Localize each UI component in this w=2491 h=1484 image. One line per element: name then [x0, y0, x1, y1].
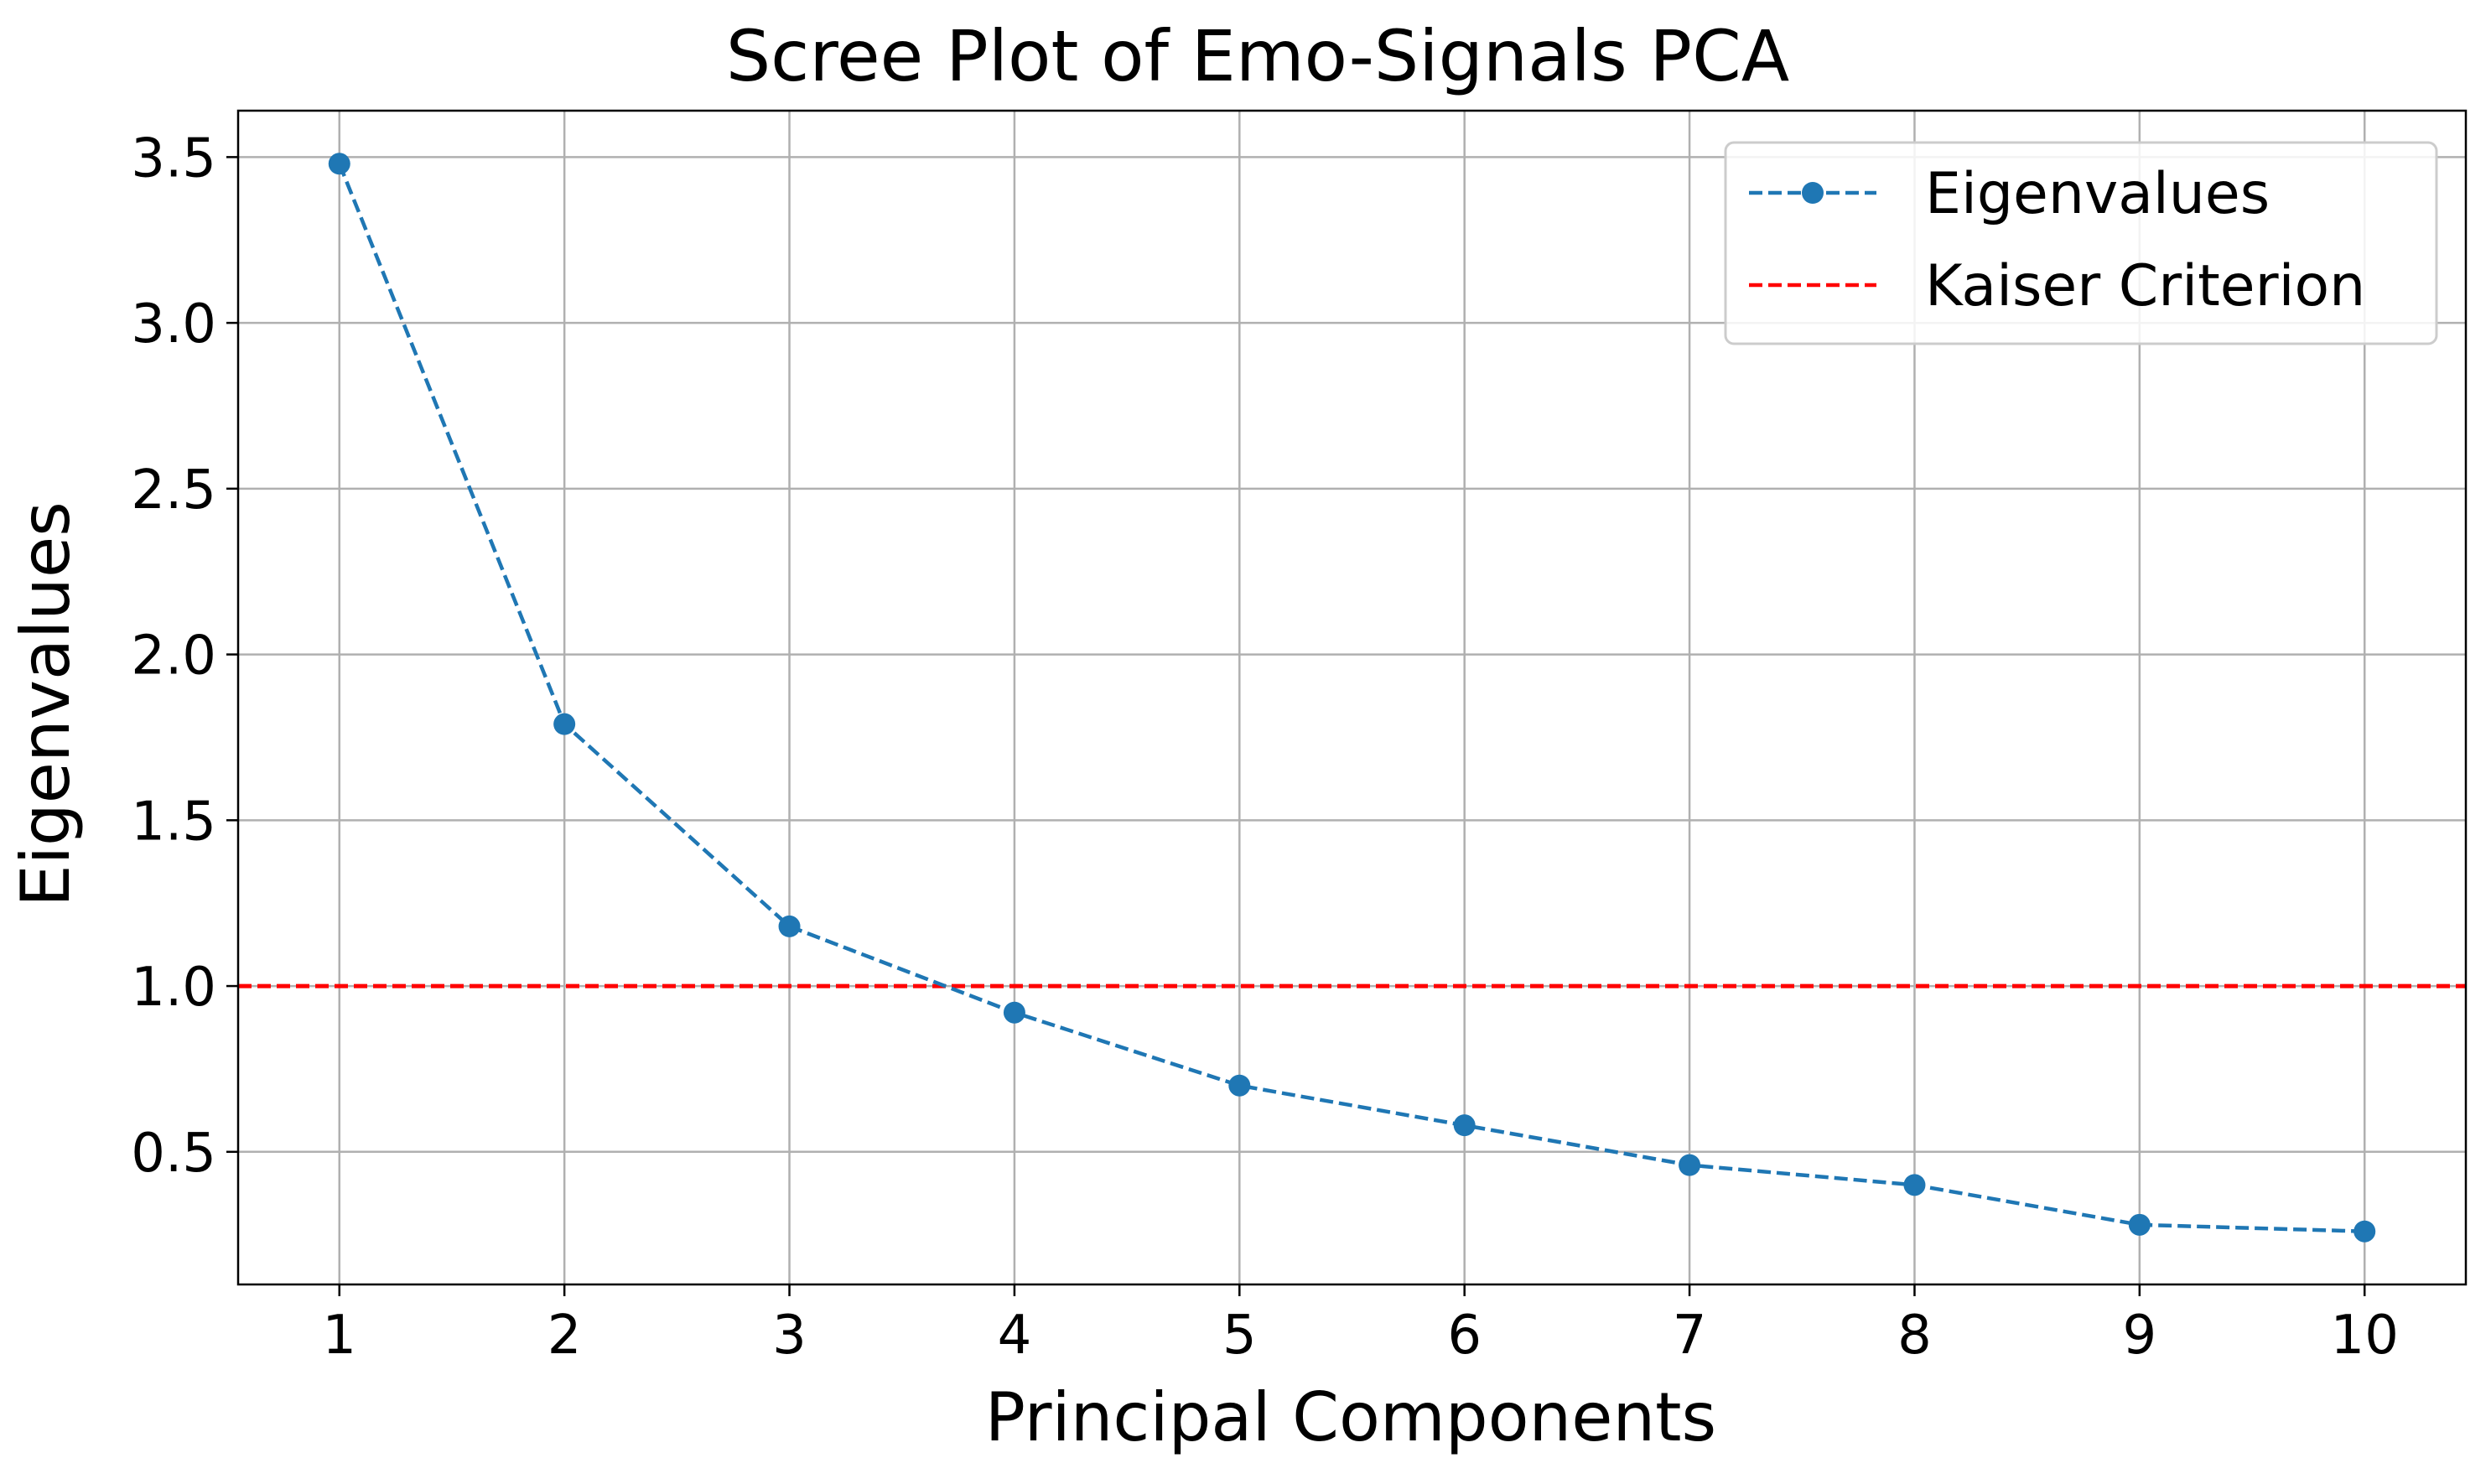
legend-label-eigenvalues: Eigenvalues	[1925, 161, 2270, 227]
legend-label-kaiser-criterion: Kaiser Criterion	[1925, 253, 2365, 319]
x-tick-label: 7	[1673, 1305, 1707, 1367]
plot-frame	[236, 109, 2468, 1286]
y-tick-label: 2.5	[131, 459, 216, 521]
x-tick-label: 6	[1447, 1305, 1482, 1367]
eigenvalue-point	[1453, 1114, 1476, 1137]
x-tick-label: 3	[772, 1305, 807, 1367]
y-tick-label: 1.5	[131, 791, 216, 853]
eigenvalue-point	[1679, 1154, 1701, 1176]
y-tick-label: 1.0	[131, 957, 216, 1019]
eigenvalue-point	[1903, 1174, 1926, 1196]
x-tick-label: 5	[1222, 1305, 1257, 1367]
x-tick-label: 9	[2122, 1305, 2156, 1367]
ticks: 1 2 3 4 5 6 7 8 9 10 0.5 1.0 1.5 2.0 2.5 3.0 3.5	[131, 127, 2399, 1367]
x-tick-label: 10	[2331, 1305, 2399, 1367]
y-tick-label: 3.0	[131, 293, 216, 355]
y-axis-label: Eigenvalues	[7, 501, 85, 907]
eigenvalue-point	[2128, 1213, 2151, 1236]
eigenvalue-point	[778, 915, 801, 937]
eigenvalue-point	[2353, 1220, 2376, 1243]
eigenvalue-point	[553, 713, 576, 735]
eigenvalue-point	[328, 153, 350, 175]
eigenvalues-line	[337, 163, 2365, 1233]
x-tick-label: 1	[322, 1305, 356, 1367]
y-tick-label: 2.0	[131, 625, 216, 688]
eigenvalue-point	[1003, 1001, 1025, 1024]
chart-title: Scree Plot of Emo-Signals PCA	[726, 15, 1789, 97]
x-tick-label: 4	[998, 1305, 1032, 1367]
legend-marker-eigenvalues	[1802, 182, 1824, 204]
series	[328, 153, 2376, 1243]
x-tick-label: 8	[1897, 1305, 1932, 1367]
x-axis-label: Principal Components	[985, 1378, 1716, 1456]
eigenvalue-point	[1228, 1074, 1251, 1097]
y-tick-label: 0.5	[131, 1123, 216, 1185]
legend-box	[1724, 141, 2438, 345]
legend: Eigenvalues Kaiser Criterion	[1724, 141, 2438, 345]
x-tick-label: 2	[548, 1305, 582, 1367]
y-tick-label: 3.5	[131, 127, 216, 189]
